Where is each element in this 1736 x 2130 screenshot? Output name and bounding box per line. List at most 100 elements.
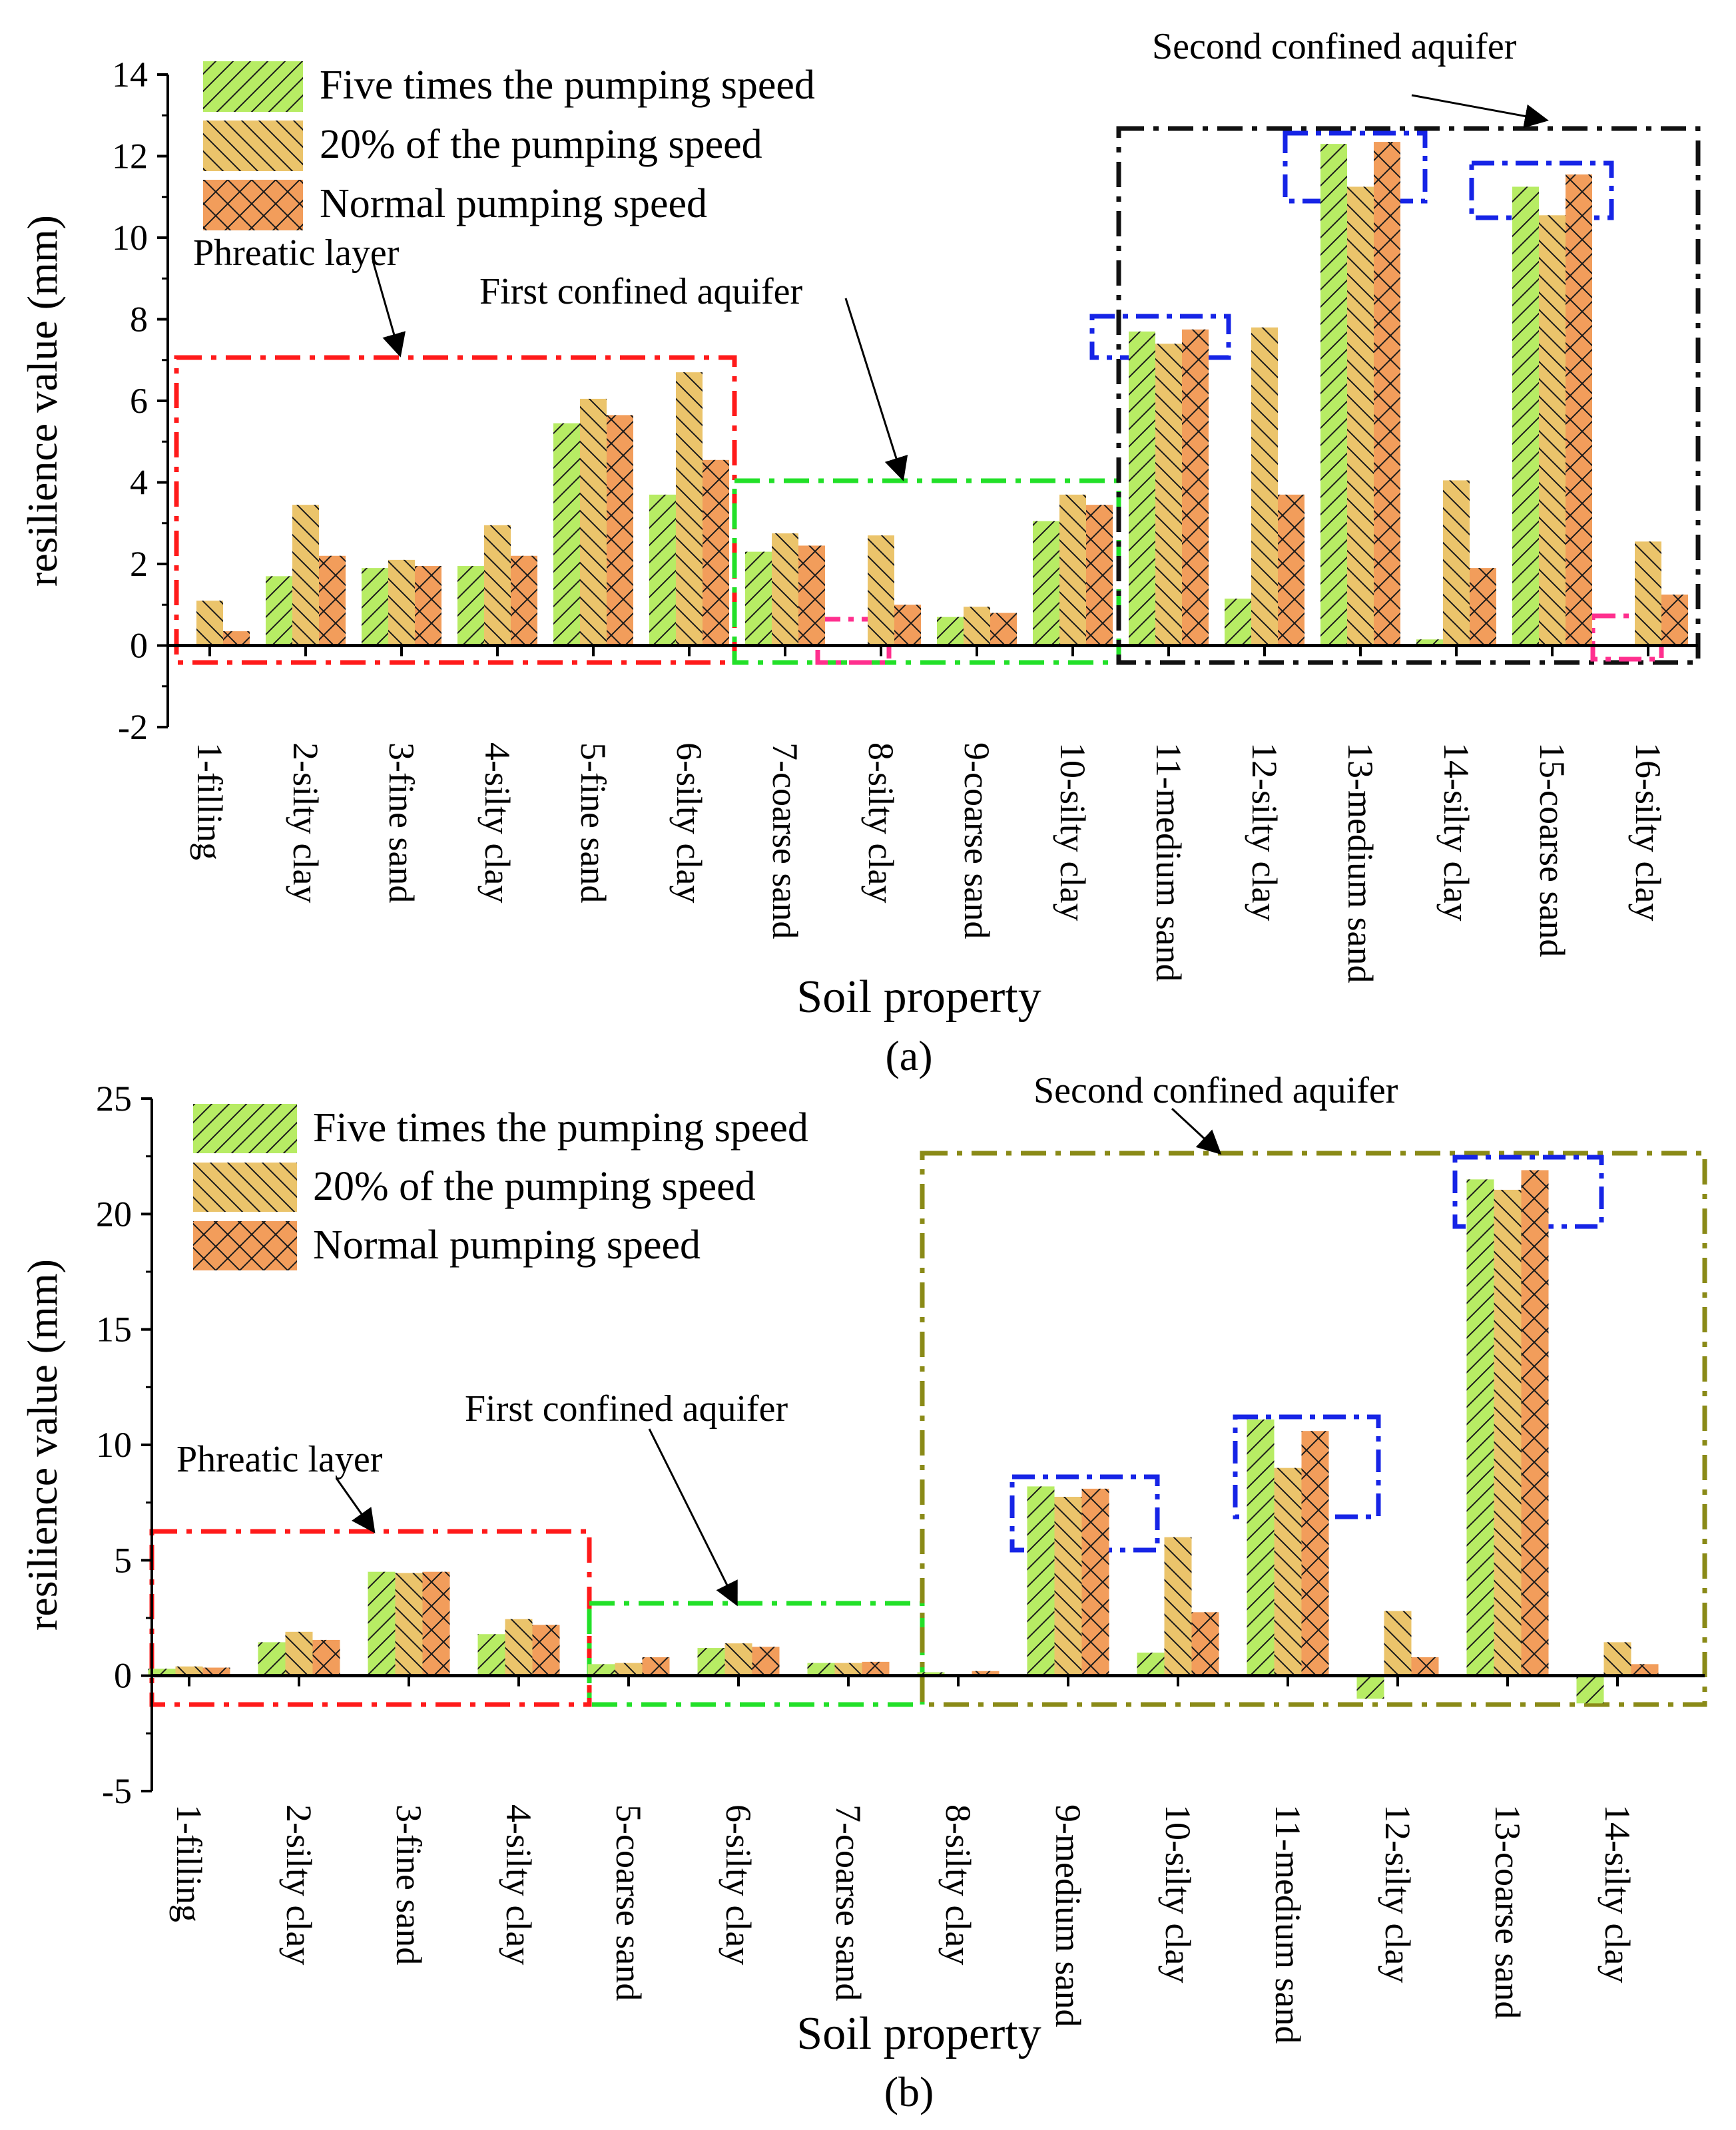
bar-five-times-13-medium-sand-hatch — [1320, 144, 1347, 646]
legend-label-five-times: Five times the pumping speed — [313, 1105, 808, 1151]
annotation-first-b: First confined aquifer — [465, 1388, 788, 1430]
bar-five-times-8-silty-clay-hatch — [917, 1672, 945, 1676]
bar-five-times-1-filling-hatch — [148, 1669, 176, 1676]
x-ticks-a: 1-filling 2-silty clay 3-fine sand 4-silty … — [190, 645, 1668, 983]
x-tick-label-5-fine-sand: 5-fine sand — [573, 742, 613, 903]
bar-twenty-percent-13-coarse-sand-hatch — [1494, 1189, 1522, 1676]
y-tick-label: 8 — [130, 300, 148, 340]
bars-a — [196, 142, 1688, 646]
bar-five-times-12-silty-clay-hatch — [1225, 599, 1251, 646]
x-tick-label-2-silty-clay: 2-silty clay — [286, 742, 326, 903]
x-ticks-b: 1-filling 2-silty clay 3-fine sand 4-silty … — [169, 1675, 1637, 2043]
legend-swatch-hatch — [193, 1163, 297, 1212]
legend-a: Five times the pumping speed 20% of the … — [203, 61, 815, 230]
y-tick-label: 5 — [114, 1540, 132, 1580]
x-axis-label-a: Soil property — [796, 971, 1041, 1023]
bar-twenty-percent-8-silty-clay-hatch — [868, 535, 894, 646]
x-tick-label-1-filling: 1-filling — [169, 1804, 209, 1922]
x-tick-label-10-silty-clay: 10-silty clay — [1053, 742, 1093, 921]
x-tick-label-7-coarse-sand: 7-coarse sand — [765, 742, 805, 939]
region-box-second-box-a — [1116, 126, 1701, 665]
y-tick-label: 0 — [114, 1656, 132, 1696]
bar-twenty-percent-6-silty-clay-hatch — [676, 372, 703, 646]
bar-normal-6-silty-clay-hatch — [703, 459, 729, 646]
y-tick-label: 25 — [96, 1079, 132, 1119]
bar-five-times-5-fine-sand-hatch — [553, 423, 580, 646]
bar-five-times-14-silty-clay-hatch — [1576, 1675, 1604, 1704]
y-tick-label: 12 — [112, 136, 148, 176]
x-tick-label-13-medium-sand: 13-medium sand — [1340, 742, 1380, 983]
annotation-second-b: Second confined aquifer — [1033, 1070, 1398, 1111]
bar-normal-4-silty-clay-hatch — [532, 1625, 560, 1676]
y-tick-label: 15 — [96, 1310, 132, 1350]
bar-normal-14-silty-clay-hatch — [1631, 1664, 1659, 1676]
bar-five-times-3-fine-sand-hatch — [362, 568, 388, 646]
bar-twenty-percent-10-silty-clay-hatch — [1164, 1537, 1192, 1676]
y-tick-label: 2 — [130, 544, 148, 584]
bar-twenty-percent-9-medium-sand-hatch — [1054, 1497, 1082, 1676]
bar-five-times-7-coarse-sand-hatch — [807, 1663, 835, 1676]
bar-twenty-percent-14-silty-clay-hatch — [1443, 480, 1470, 646]
bar-twenty-percent-3-fine-sand-hatch — [395, 1573, 423, 1676]
x-tick-label-6-silty-clay: 6-silty clay — [669, 742, 709, 903]
bar-normal-10-silty-clay-hatch — [1086, 505, 1113, 646]
y-tick-label: -2 — [118, 707, 148, 747]
panel-b: -5 0 5 10 15 20 25 1-filling 2-silty clay 3-fine… — [19, 1070, 1707, 2115]
bar-twenty-percent-16-silty-clay-hatch — [1635, 541, 1661, 646]
bar-normal-9-medium-sand-hatch — [1081, 1488, 1109, 1676]
bar-twenty-percent-15-coarse-sand-hatch — [1539, 215, 1566, 646]
bar-five-times-12-silty-clay-hatch — [1356, 1675, 1384, 1699]
bar-normal-14-silty-clay-hatch — [1470, 568, 1496, 646]
x-tick-label-8-silty-clay: 8-silty clay — [861, 742, 901, 903]
bar-normal-10-silty-clay-hatch — [1191, 1612, 1219, 1676]
bar-five-times-15-coarse-sand-hatch — [1512, 186, 1539, 646]
legend-swatch-hatch — [203, 121, 303, 171]
bar-five-times-10-silty-clay-hatch — [1137, 1653, 1165, 1676]
bar-twenty-percent-6-silty-clay-hatch — [724, 1643, 752, 1676]
x-tick-label-9-medium-sand: 9-medium sand — [1048, 1804, 1088, 2027]
bar-normal-11-medium-sand-hatch — [1182, 329, 1209, 646]
bar-normal-13-medium-sand-hatch — [1374, 142, 1400, 646]
x-tick-label-4-silty-clay: 4-silty clay — [499, 1804, 539, 1965]
bar-twenty-percent-1-filling-hatch — [196, 601, 223, 646]
x-tick-label-12-silty-clay: 12-silty clay — [1378, 1804, 1418, 1983]
y-tick-label: 10 — [96, 1425, 132, 1465]
legend-label-twenty-percent: 20% of the pumping speed — [313, 1164, 756, 1209]
panel-label-a: (a) — [885, 1032, 932, 1079]
bar-twenty-percent-7-coarse-sand-hatch — [834, 1663, 862, 1676]
bar-twenty-percent-1-filling-hatch — [175, 1666, 203, 1676]
y-ticks-a: -2 0 2 4 6 8 10 12 14 — [112, 55, 168, 747]
bar-five-times-11-medium-sand-hatch — [1247, 1419, 1275, 1676]
x-tick-label-10-silty-clay: 10-silty clay — [1158, 1804, 1198, 1983]
annotation-phreatic-a: Phreatic layer — [193, 232, 400, 274]
bar-five-times-14-silty-clay-hatch — [1416, 639, 1443, 646]
y-tick-label: -5 — [102, 1771, 132, 1811]
bar-five-times-2-silty-clay-hatch — [258, 1642, 286, 1676]
bar-normal-15-coarse-sand-hatch — [1566, 174, 1592, 646]
y-tick-label: 14 — [112, 55, 148, 95]
region-box-first-box — [732, 478, 1121, 665]
bar-normal-9-coarse-sand-hatch — [990, 613, 1017, 646]
bar-five-times-6-silty-clay-hatch — [649, 494, 676, 646]
annotation-second-a: Second confined aquifer — [1152, 26, 1517, 67]
bar-normal-8-silty-clay-hatch — [972, 1671, 1000, 1676]
bar-twenty-percent-5-fine-sand-hatch — [580, 398, 607, 646]
bar-normal-5-fine-sand-hatch — [607, 415, 633, 646]
bar-twenty-percent-11-medium-sand-hatch — [1274, 1467, 1302, 1676]
x-tick-label-8-silty-clay: 8-silty clay — [938, 1804, 978, 1965]
bar-five-times-11-medium-sand-hatch — [1129, 331, 1155, 646]
x-tick-label-4-silty-clay: 4-silty clay — [477, 742, 517, 903]
y-tick-label: 10 — [112, 218, 148, 258]
x-tick-label-1-filling: 1-filling — [190, 742, 230, 860]
panel-a: -2 0 2 4 6 8 10 12 14 1-filling 2-silty clay 3-fin… — [19, 26, 1701, 1079]
annotation-arrow — [844, 298, 908, 481]
x-tick-label-11-medium-sand: 11-medium sand — [1149, 742, 1189, 981]
legend-label-normal: Normal pumping speed — [313, 1222, 701, 1268]
annotation-phreatic-b: Phreatic layer — [176, 1439, 383, 1480]
bar-five-times-5-coarse-sand-hatch — [587, 1664, 615, 1676]
bar-five-times-3-fine-sand-hatch — [368, 1571, 396, 1676]
x-tick-label-2-silty-clay: 2-silty clay — [279, 1804, 319, 1965]
x-tick-label-13-coarse-sand: 13-coarse sand — [1488, 1804, 1528, 2019]
bar-twenty-percent-7-coarse-sand-hatch — [772, 533, 798, 646]
